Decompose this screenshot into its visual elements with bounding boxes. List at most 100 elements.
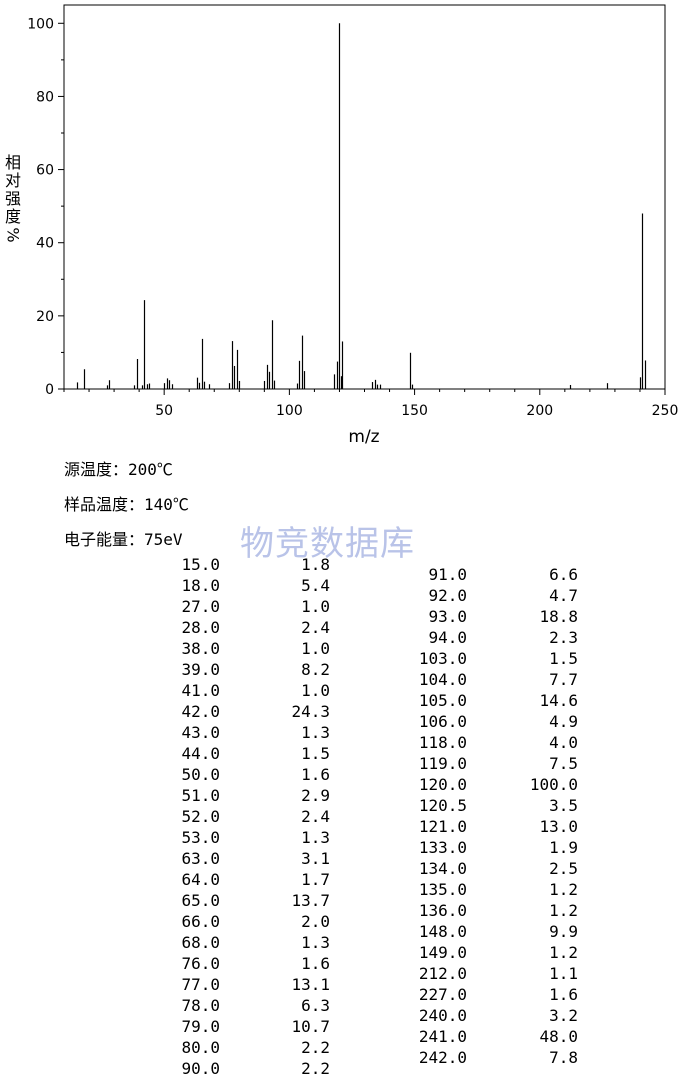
intensity-value: 7.5 bbox=[549, 754, 578, 773]
mz-value: 15.0 bbox=[181, 555, 220, 574]
x-axis-label: m/z bbox=[348, 427, 379, 447]
peak-row: 65.0 13.7 bbox=[160, 890, 340, 911]
intensity-value: 3.5 bbox=[549, 796, 578, 815]
peak-row: 44.0 1.5 bbox=[160, 743, 340, 764]
peak-row: 18.0 5.4 bbox=[160, 575, 340, 596]
intensity-value: 2.2 bbox=[301, 1038, 330, 1057]
peak-row: 50.0 1.6 bbox=[160, 764, 340, 785]
intensity-value: 6.3 bbox=[301, 996, 330, 1015]
mz-value: 103.0 bbox=[418, 649, 467, 668]
mz-value: 149.0 bbox=[418, 943, 467, 962]
mz-value: 91.0 bbox=[428, 565, 467, 584]
intensity-value: 1.3 bbox=[301, 828, 330, 847]
mz-value: 27.0 bbox=[181, 597, 220, 616]
watermark: 物竞数据库 bbox=[240, 524, 415, 564]
intensity-value: 2.5 bbox=[549, 859, 578, 878]
peak-row: 42.0 24.3 bbox=[160, 701, 340, 722]
mz-value: 77.0 bbox=[181, 975, 220, 994]
peak-row: 120.0 100.0 bbox=[400, 774, 590, 795]
peak-row: 103.0 1.5 bbox=[400, 648, 590, 669]
mz-value: 65.0 bbox=[181, 891, 220, 910]
intensity-value: 13.1 bbox=[291, 975, 330, 994]
peak-row: 90.0 2.2 bbox=[160, 1058, 340, 1079]
intensity-value: 2.0 bbox=[301, 912, 330, 931]
mz-value: 212.0 bbox=[418, 964, 467, 983]
x-tick-label: 50 bbox=[155, 403, 173, 419]
peak-row: 79.0 10.7 bbox=[160, 1016, 340, 1037]
intensity-value: 2.3 bbox=[549, 628, 578, 647]
intensity-value: 2.9 bbox=[301, 786, 330, 805]
peak-row: 241.0 48.0 bbox=[400, 1026, 590, 1047]
mz-value: 42.0 bbox=[181, 702, 220, 721]
intensity-value: 7.8 bbox=[549, 1048, 578, 1067]
x-tick-label: 100 bbox=[276, 403, 303, 419]
intensity-value: 48.0 bbox=[539, 1027, 578, 1046]
intensity-value: 1.3 bbox=[301, 933, 330, 952]
intensity-value: 13.0 bbox=[539, 817, 578, 836]
y-tick-label: 60 bbox=[36, 163, 54, 179]
mz-value: 120.5 bbox=[418, 796, 467, 815]
intensity-value: 1.5 bbox=[549, 649, 578, 668]
peak-row: 38.0 1.0 bbox=[160, 638, 340, 659]
peak-row: 105.0 14.6 bbox=[400, 690, 590, 711]
y-tick-label: 40 bbox=[36, 236, 54, 252]
peak-row: 52.0 2.4 bbox=[160, 806, 340, 827]
intensity-value: 1.6 bbox=[549, 985, 578, 1004]
peak-row: 63.0 3.1 bbox=[160, 848, 340, 869]
intensity-value: 4.0 bbox=[549, 733, 578, 752]
intensity-value: 4.7 bbox=[549, 586, 578, 605]
intensity-value: 1.1 bbox=[549, 964, 578, 983]
intensity-value: 3.1 bbox=[301, 849, 330, 868]
peak-row: 148.0 9.9 bbox=[400, 921, 590, 942]
intensity-value: 1.0 bbox=[301, 639, 330, 658]
intensity-value: 1.5 bbox=[301, 744, 330, 763]
peak-row: 68.0 1.3 bbox=[160, 932, 340, 953]
mz-value: 66.0 bbox=[181, 912, 220, 931]
peak-row: 78.0 6.3 bbox=[160, 995, 340, 1016]
mz-value: 90.0 bbox=[181, 1059, 220, 1078]
peak-row: 106.0 4.9 bbox=[400, 711, 590, 732]
mz-value: 148.0 bbox=[418, 922, 467, 941]
intensity-value: 1.2 bbox=[549, 901, 578, 920]
intensity-value: 7.7 bbox=[549, 670, 578, 689]
mass-spectrum-chart: 50 100 150 200 250 0 20 40 60 80 100 m/z bbox=[27, 4, 679, 447]
mz-value: 136.0 bbox=[418, 901, 467, 920]
y-tick-label: 80 bbox=[36, 89, 54, 105]
peak-row: 104.0 7.7 bbox=[400, 669, 590, 690]
mz-value: 64.0 bbox=[181, 870, 220, 889]
mz-value: 53.0 bbox=[181, 828, 220, 847]
mz-value: 43.0 bbox=[181, 723, 220, 742]
peak-row: 80.0 2.2 bbox=[160, 1037, 340, 1058]
peak-row: 134.0 2.5 bbox=[400, 858, 590, 879]
x-tick-label: 250 bbox=[652, 403, 679, 419]
peak-table-right: 91.0 6.6 92.0 4.7 93.0 18.8 94.0 2.3 103.0 1.5 104… bbox=[400, 564, 590, 1068]
mz-value: 94.0 bbox=[428, 628, 467, 647]
mz-value: 121.0 bbox=[418, 817, 467, 836]
mz-value: 106.0 bbox=[418, 712, 467, 731]
peak-row: 93.0 18.8 bbox=[400, 606, 590, 627]
peak-row: 120.5 3.5 bbox=[400, 795, 590, 816]
intensity-value: 1.6 bbox=[301, 954, 330, 973]
mz-value: 93.0 bbox=[428, 607, 467, 626]
intensity-value: 1.7 bbox=[301, 870, 330, 889]
intensity-value: 10.7 bbox=[291, 1017, 330, 1036]
peak-row: 41.0 1.0 bbox=[160, 680, 340, 701]
intensity-value: 3.2 bbox=[549, 1006, 578, 1025]
peak-row: 77.0 13.1 bbox=[160, 974, 340, 995]
mz-value: 79.0 bbox=[181, 1017, 220, 1036]
intensity-value: 1.2 bbox=[549, 943, 578, 962]
mz-value: 44.0 bbox=[181, 744, 220, 763]
intensity-value: 1.0 bbox=[301, 597, 330, 616]
mz-value: 119.0 bbox=[418, 754, 467, 773]
mz-value: 68.0 bbox=[181, 933, 220, 952]
y-axis-label-char: 对 bbox=[4, 171, 21, 190]
peak-row: 240.0 3.2 bbox=[400, 1005, 590, 1026]
y-axis-label: 相 对 强 度 % bbox=[2, 154, 24, 244]
y-axis-label-char: 强 bbox=[4, 189, 21, 208]
mz-value: 38.0 bbox=[181, 639, 220, 658]
mz-value: 50.0 bbox=[181, 765, 220, 784]
mz-value: 241.0 bbox=[418, 1027, 467, 1046]
intensity-value: 9.9 bbox=[549, 922, 578, 941]
intensity-value: 1.2 bbox=[549, 880, 578, 899]
peak-row: 119.0 7.5 bbox=[400, 753, 590, 774]
